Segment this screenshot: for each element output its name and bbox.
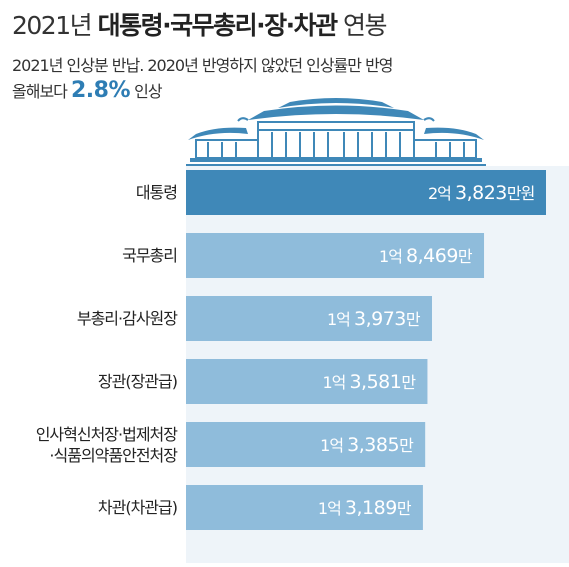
category-label-line: 부총리·감사원장 — [76, 309, 178, 328]
value-label-number: 3,823 — [455, 181, 507, 204]
category-label-line: 국무총리 — [122, 246, 178, 265]
category-label-line: 인사혁신처장·법제처장 — [35, 424, 178, 444]
bar-2 — [186, 296, 432, 341]
value-label-number: 3,385 — [347, 433, 400, 456]
value-label-prefix: 2억 — [428, 183, 455, 203]
bar-0 — [186, 170, 546, 215]
value-label-number: 3,973 — [353, 307, 406, 330]
value-label-number: 3,189 — [344, 496, 397, 519]
chart-title: 2021년 대통령·국무총리·장·차관 연봉 — [12, 6, 388, 42]
value-label-unit: 만 — [457, 246, 473, 266]
category-label-line: 대통령 — [135, 183, 178, 202]
value-label-prefix: 1억 — [379, 246, 407, 266]
value-label-number: 3,581 — [349, 370, 402, 393]
category-label: 대통령 — [135, 182, 178, 203]
value-label: 1억 3,973만 — [326, 307, 421, 331]
category-label: 국무총리 — [122, 245, 178, 266]
value-label: 1억 8,469만 — [379, 244, 473, 268]
category-label: 차관(차관급) — [97, 497, 178, 518]
title-year: 2021년 — [12, 11, 93, 40]
subtitle-prefix: 올해보다 — [12, 82, 68, 101]
category-label: 인사혁신처장·법제처장 ·식품의약품안전처장 — [35, 424, 178, 466]
value-label: 1억 3,385만 — [320, 433, 414, 457]
category-label: 부총리·감사원장 — [76, 308, 178, 329]
bar-5 — [186, 485, 423, 530]
value-label-prefix: 1억 — [326, 309, 354, 329]
value-label-unit: 만 — [399, 435, 414, 455]
value-label: 2억 3,823만원 — [428, 181, 535, 205]
category-label-line: 장관(장관급) — [97, 372, 178, 391]
category-label-line: ·식품의약품안전처장 — [49, 445, 178, 465]
value-label-prefix: 1억 — [320, 435, 348, 455]
bar-3 — [186, 359, 428, 404]
title-suffix: 연봉 — [343, 11, 388, 40]
value-label: 1억 3,581만 — [322, 370, 416, 394]
bar-1 — [186, 233, 485, 278]
value-label-prefix: 1억 — [317, 498, 345, 518]
increase-rate: 2.8% — [70, 78, 131, 103]
value-label-unit: 만원 — [506, 183, 535, 203]
title-main: 대통령·국무총리·장·차관 — [97, 11, 339, 40]
subtitle-line-1: 2021년 인상분 반납. 2020년 반영하지 않았던 인상률만 반영 — [12, 56, 394, 75]
category-label: 장관(장관급) — [97, 371, 178, 392]
category-label-line: 차관(차관급) — [97, 498, 178, 517]
value-label: 1억 3,189만 — [317, 496, 412, 520]
value-label-unit: 만 — [401, 372, 416, 392]
subtitle-line-2: 올해보다 2.8% 인상 — [12, 78, 163, 103]
value-label-prefix: 1억 — [322, 372, 350, 392]
value-label-number: 8,469 — [406, 244, 458, 267]
value-label-unit: 만 — [405, 309, 421, 329]
subtitle-suffix: 인상 — [134, 82, 162, 101]
bar-4 — [186, 422, 426, 467]
value-label-unit: 만 — [396, 498, 412, 518]
